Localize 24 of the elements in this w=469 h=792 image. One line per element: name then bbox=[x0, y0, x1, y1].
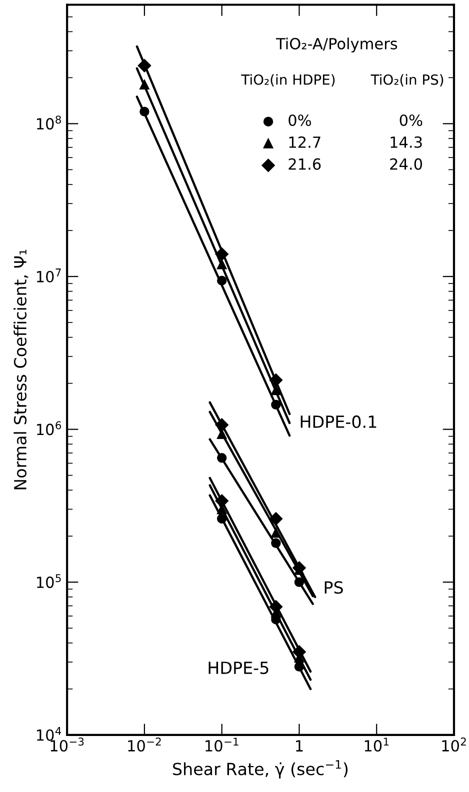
legend-title: TiO₂-A/Polymers bbox=[276, 38, 398, 52]
legend-label: 21.6 bbox=[288, 158, 321, 170]
annotation: PS bbox=[324, 581, 343, 594]
legend-label: 0% bbox=[288, 114, 312, 126]
y-tick-label: 10$^{4}$ bbox=[36, 727, 62, 741]
annotation: 24.0 bbox=[390, 158, 422, 170]
y-tick-label: 10$^{6}$ bbox=[36, 421, 62, 436]
annotation: HDPE-5 bbox=[208, 662, 268, 674]
annotation: TiO₂(in PS) bbox=[370, 74, 444, 87]
annotation: 0% bbox=[400, 114, 422, 126]
y-tick-label: 10$^{8}$ bbox=[36, 116, 61, 130]
annotation: TiO₂(in HDPE) bbox=[241, 74, 335, 87]
y-tick-label: 10$^{7}$ bbox=[36, 268, 61, 282]
y-axis-title: Normal Stress Coefficient, Ψ₁ bbox=[14, 250, 28, 490]
x-tick-label: 10$^{1}$ bbox=[364, 738, 389, 752]
annotation: 14.3 bbox=[390, 136, 422, 148]
x-tick-label: 10$^{−2}$ bbox=[128, 738, 161, 752]
legend-label: 12.7 bbox=[289, 136, 320, 148]
x-tick-label: 10$^{−1}$ bbox=[206, 738, 238, 752]
x-axis-title: Shear Rate, γ̇ (sec$^{−1}$) bbox=[173, 760, 348, 779]
annotation: HDPE-0.1 bbox=[300, 415, 376, 428]
x-tick-label: 1 bbox=[296, 740, 303, 752]
x-tick-label: 10$^{2}$ bbox=[442, 738, 466, 752]
y-tick-label: 10$^{5}$ bbox=[36, 574, 61, 588]
